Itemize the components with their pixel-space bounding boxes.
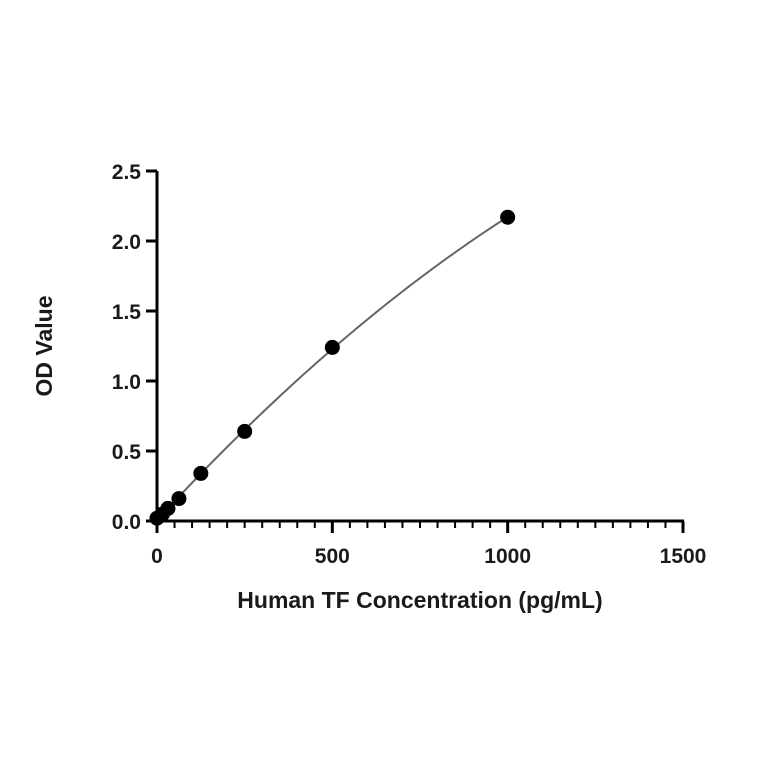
- data-point: [193, 465, 209, 481]
- y-tick-label: 1.0: [112, 371, 141, 394]
- y-axis: 0.0 0.5 1.0 1.5 2.0 2.5: [112, 161, 159, 534]
- y-tick-label: 0.0: [112, 511, 141, 534]
- data-point: [237, 423, 253, 439]
- y-tick-label: 1.5: [112, 301, 142, 324]
- data-point: [500, 209, 516, 225]
- y-tick-label: 0.5: [112, 441, 142, 464]
- y-axis-title: OD Value: [31, 296, 57, 397]
- x-tick-label: 500: [315, 545, 350, 568]
- x-axis: 0 500 1000 1500: [151, 519, 707, 568]
- data-points: [149, 209, 516, 526]
- y-tick-label: 2.0: [112, 231, 141, 254]
- x-tick-label: 1000: [484, 545, 531, 568]
- x-tick-label: 1500: [660, 545, 707, 568]
- y-tick-label: 2.5: [112, 161, 142, 184]
- data-point: [171, 491, 187, 507]
- data-point: [160, 500, 176, 516]
- data-point: [324, 339, 340, 355]
- x-axis-title: Human TF Concentration (pg/mL): [237, 587, 602, 613]
- fit-curve: [156, 216, 509, 521]
- x-tick-label: 0: [151, 545, 163, 568]
